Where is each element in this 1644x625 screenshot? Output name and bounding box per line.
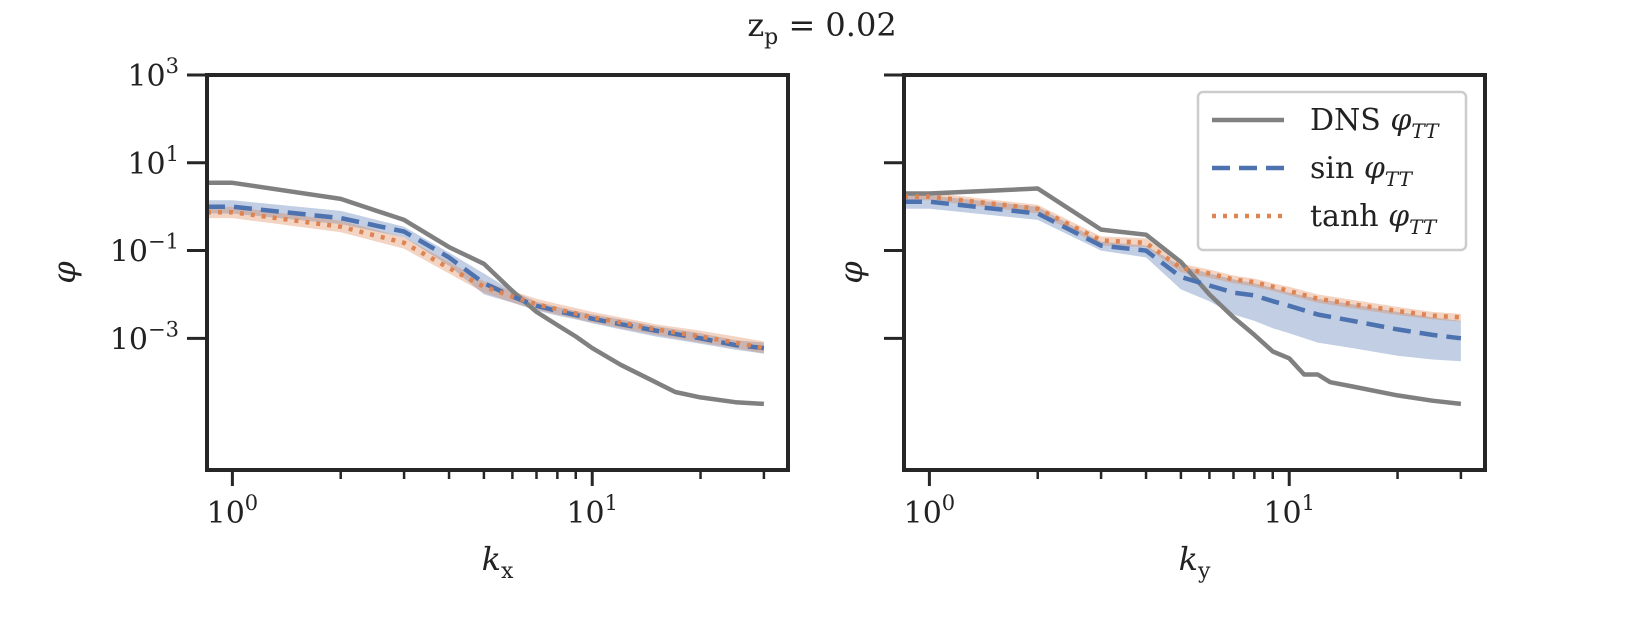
title-base: z	[747, 6, 764, 44]
x-tick-label: 100	[207, 491, 259, 531]
dns-series-line	[207, 180, 765, 407]
x-axis-label: ky	[1179, 540, 1211, 584]
legend-box	[1196, 90, 1468, 252]
x-tick-label: 100	[904, 491, 956, 531]
plot-area	[207, 180, 765, 407]
legend: DNS φTT sin φTT tanh φTT	[1196, 90, 1468, 252]
y-tick-label: 10−1	[110, 230, 179, 270]
y-tick-label: 103	[127, 54, 179, 94]
title-rest: = 0.02	[778, 6, 896, 44]
y-axis-label: φ	[45, 261, 83, 284]
y-axis-label: φ	[832, 261, 870, 284]
sin-uncertainty-band	[904, 195, 1461, 362]
legend-label-sin: sin φTT	[1310, 151, 1414, 191]
tanh-uncertainty-band	[904, 192, 1461, 322]
legend-label-tanh: tanh φTT	[1310, 199, 1438, 239]
axes-frame	[902, 73, 1487, 472]
y-tick-label: 10−3	[110, 317, 179, 357]
sin-series-line	[904, 199, 1462, 341]
axes-frame	[205, 73, 790, 472]
sin-uncertainty-band	[207, 200, 764, 354]
plot-area	[904, 186, 1462, 407]
right-plot: 100 101 ky φ DNS φTT sin φTT tanh φTT	[832, 73, 1487, 584]
legend-label-dns: DNS φTT	[1310, 103, 1440, 143]
sin-series-line	[207, 204, 765, 351]
figure-title: zp = 0.02	[747, 6, 896, 50]
left-plot: 100 101 103 101 10−1 10−3 kx φ	[45, 54, 790, 584]
y-tick-label: 101	[127, 142, 179, 182]
title-sub: p	[764, 25, 778, 50]
x-axis-label: kx	[482, 540, 514, 584]
x-tick-label: 101	[566, 491, 618, 531]
x-tick-label: 101	[1263, 491, 1315, 531]
dns-series-line	[904, 186, 1462, 407]
tanh-series-line	[207, 209, 765, 351]
